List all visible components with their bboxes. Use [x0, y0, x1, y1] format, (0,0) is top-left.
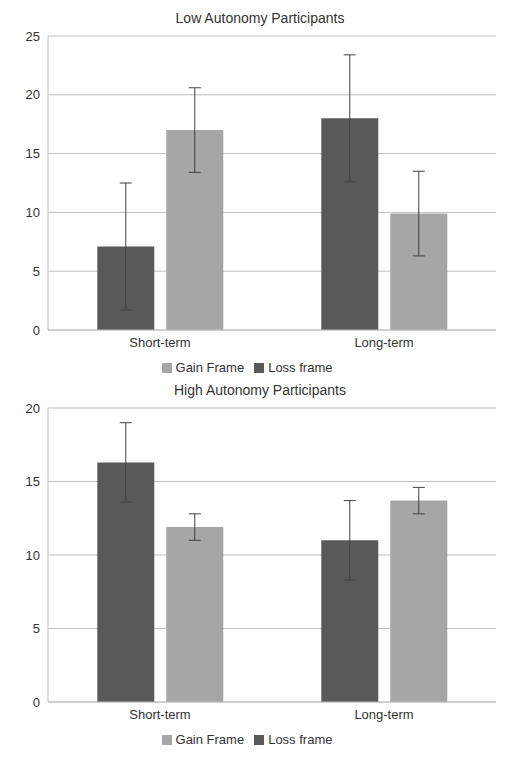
svg-text:15: 15 — [26, 474, 40, 489]
svg-text:15: 15 — [26, 146, 40, 161]
svg-text:5: 5 — [33, 264, 40, 279]
svg-text:Short-term: Short-term — [129, 707, 190, 722]
html-text:Loss frame: Loss frame — [268, 360, 333, 375]
svg-text:20: 20 — [26, 87, 40, 102]
svg-text:Long-term: Long-term — [354, 335, 413, 350]
svg-text:0: 0 — [33, 695, 40, 710]
svg-text:10: 10 — [26, 205, 40, 220]
svg-text:5: 5 — [33, 621, 40, 636]
svg-text:25: 25 — [26, 29, 40, 44]
html-text:Gain Frame: Gain Frame — [175, 360, 245, 375]
svg-text:20: 20 — [26, 401, 40, 416]
svg-text:Long-term: Long-term — [354, 707, 413, 722]
html-text:High Autonomy Participants: High Autonomy Participants — [174, 382, 346, 398]
html-text:Low Autonomy Participants: Low Autonomy Participants — [175, 10, 345, 26]
html-text:Gain Frame: Gain Frame — [175, 732, 245, 747]
html-text:Loss frame: Loss frame — [268, 732, 333, 747]
svg-text:0: 0 — [33, 323, 40, 338]
svg-text:Short-term: Short-term — [129, 335, 190, 350]
svg-text:10: 10 — [26, 548, 40, 563]
